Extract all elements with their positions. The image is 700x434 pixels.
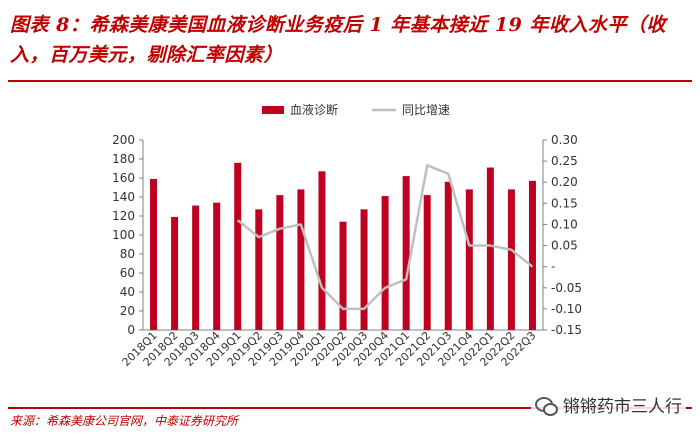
right-tick-label: 0.20	[551, 175, 578, 189]
right-tick-label: 0.10	[551, 217, 578, 231]
legend-bar-label: 血液诊断	[290, 102, 338, 117]
right-tick-label: 0.25	[551, 154, 578, 168]
title-divider	[8, 80, 692, 82]
bar-2022Q3	[528, 180, 536, 330]
bar-2019Q4	[297, 189, 305, 330]
wechat-watermark: 锵锵药市三人行	[531, 392, 686, 417]
left-tick-label: 120	[112, 209, 135, 223]
left-tick-label: 100	[112, 228, 135, 242]
left-tick-label: 200	[112, 133, 135, 147]
right-tick-label: 0.30	[551, 133, 578, 147]
bar-2021Q1	[402, 176, 410, 330]
left-tick-label: 160	[112, 171, 135, 185]
left-tick-label: 40	[120, 285, 135, 299]
bar-series	[150, 162, 536, 330]
bar-2019Q2	[255, 209, 263, 330]
right-tick-label: 0.15	[551, 196, 578, 210]
x-axis-labels: 2018Q12018Q22018Q32018Q42019Q12019Q22019…	[120, 329, 539, 369]
chart-legend: 血液诊断 同比增速	[262, 102, 450, 117]
watermark-text: 锵锵药市三人行	[563, 397, 682, 417]
bar-2019Q3	[276, 195, 284, 330]
bar-line-chart: 血液诊断 同比增速 020406080100120140160180200-0.1…	[112, 102, 582, 369]
growth-line-series	[236, 164, 534, 311]
bar-2021Q4	[465, 189, 473, 330]
bar-2020Q4	[381, 196, 389, 330]
right-tick-label: -0.10	[551, 302, 582, 316]
bar-2020Q1	[318, 171, 326, 330]
chart-axes: 020406080100120140160180200-0.15-0.10-0.…	[112, 133, 582, 337]
bar-2022Q1	[486, 167, 494, 330]
left-tick-label: 20	[120, 304, 135, 318]
left-tick-label: 80	[120, 247, 135, 261]
footer-divider	[8, 407, 692, 409]
bar-2020Q2	[339, 221, 347, 330]
wechat-icon	[535, 396, 558, 416]
bar-2021Q3	[444, 181, 452, 330]
bar-2021Q2	[423, 195, 431, 330]
right-tick-label: -	[551, 260, 555, 274]
bar-2018Q3	[192, 205, 200, 330]
source-note: 来源：希森美康公司官网，中泰证券研究所	[10, 414, 239, 428]
chart-title: 图表 8：希森美康美国血液诊断业务疫后 1 年基本接近 19 年收入水平（收入，…	[10, 14, 666, 66]
bar-2020Q3	[360, 209, 368, 330]
left-tick-label: 0	[127, 323, 135, 337]
left-tick-label: 60	[120, 266, 135, 280]
right-tick-label: 0.05	[551, 239, 578, 253]
right-tick-label: -0.15	[551, 323, 582, 337]
bar-2018Q4	[213, 202, 221, 330]
legend-line-label: 同比增速	[402, 103, 450, 117]
bar-2018Q2	[171, 216, 179, 330]
left-tick-label: 180	[112, 152, 135, 166]
left-tick-label: 140	[112, 190, 135, 204]
right-tick-label: -0.05	[551, 281, 582, 295]
bar-2019Q1	[234, 162, 242, 330]
bar-2022Q2	[507, 189, 515, 330]
legend-bar-swatch	[262, 106, 284, 114]
bar-2018Q1	[150, 178, 158, 330]
